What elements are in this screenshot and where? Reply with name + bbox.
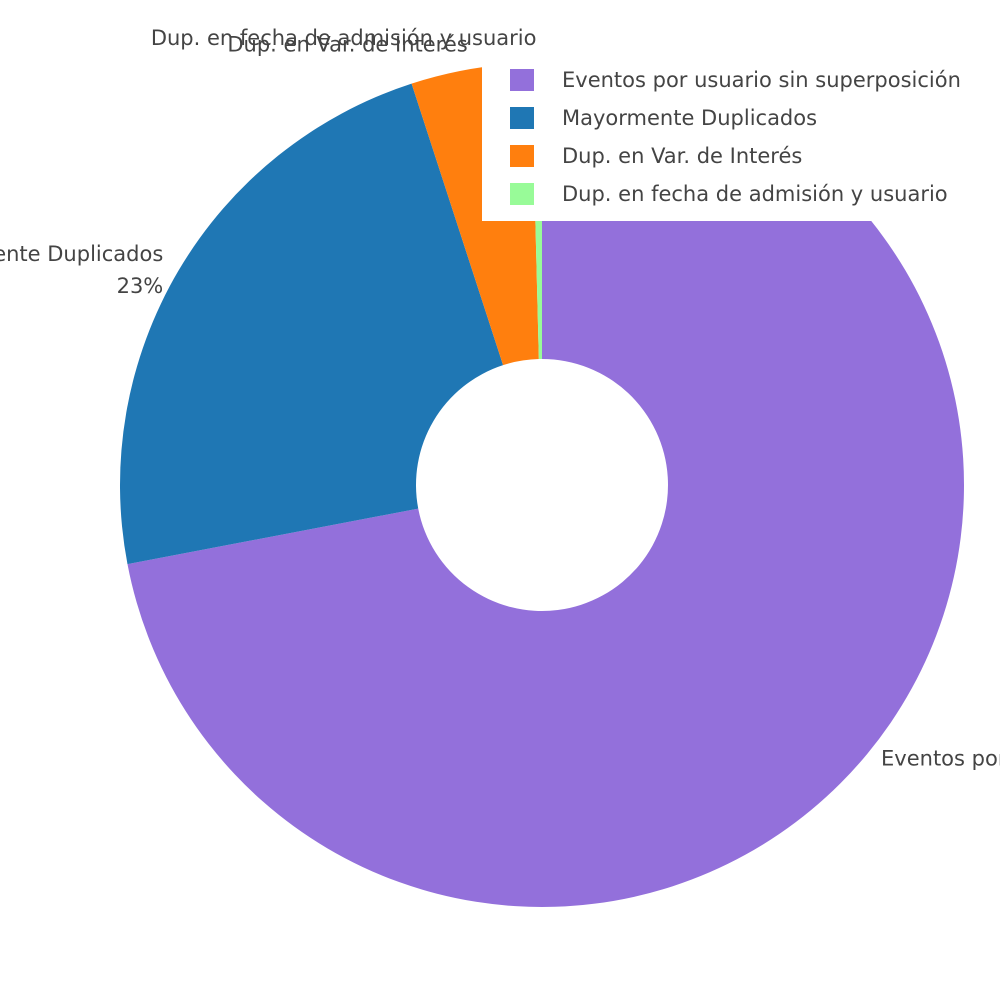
slice-label-dup-en-fecha-de-admision-y-usuario: Dup. en fecha de admisión y usuario bbox=[151, 26, 537, 50]
legend-label-mayormente-duplicados[interactable]: Mayormente Duplicados bbox=[562, 106, 817, 130]
slice-label-eventos-por-usuario-sin-superposicion: Eventos por usuario sin superposición bbox=[881, 746, 1000, 770]
legend: Eventos por usuario sin superposición May… bbox=[482, 58, 1000, 221]
legend-swatch-dup-en-var-de-interes[interactable] bbox=[510, 145, 534, 167]
legend-label-eventos-por-usuario-sin-superposicion[interactable]: Eventos por usuario sin superposición bbox=[562, 68, 961, 92]
legend-swatch-dup-en-fecha-de-admision-y-usuario[interactable] bbox=[510, 183, 534, 205]
legend-swatch-mayormente-duplicados[interactable] bbox=[510, 107, 534, 129]
slice-eventos-por-usuario-sin-superposicion[interactable] bbox=[127, 63, 964, 907]
legend-label-dup-en-var-de-interes[interactable]: Dup. en Var. de Interés bbox=[562, 144, 802, 168]
slice-label-dup-en-var-de-interes: Dup. en Var. de Interés bbox=[227, 32, 467, 56]
legend-background bbox=[482, 58, 1000, 221]
legend-swatch-eventos-por-usuario-sin-superposicion[interactable] bbox=[510, 69, 534, 91]
slice-labels-group: Eventos por usuario sin superposición May… bbox=[0, 26, 1000, 770]
slice-mayormente-duplicados[interactable] bbox=[119, 83, 504, 565]
legend-label-dup-en-fecha-de-admision-y-usuario[interactable]: Dup. en fecha de admisión y usuario bbox=[562, 182, 948, 206]
